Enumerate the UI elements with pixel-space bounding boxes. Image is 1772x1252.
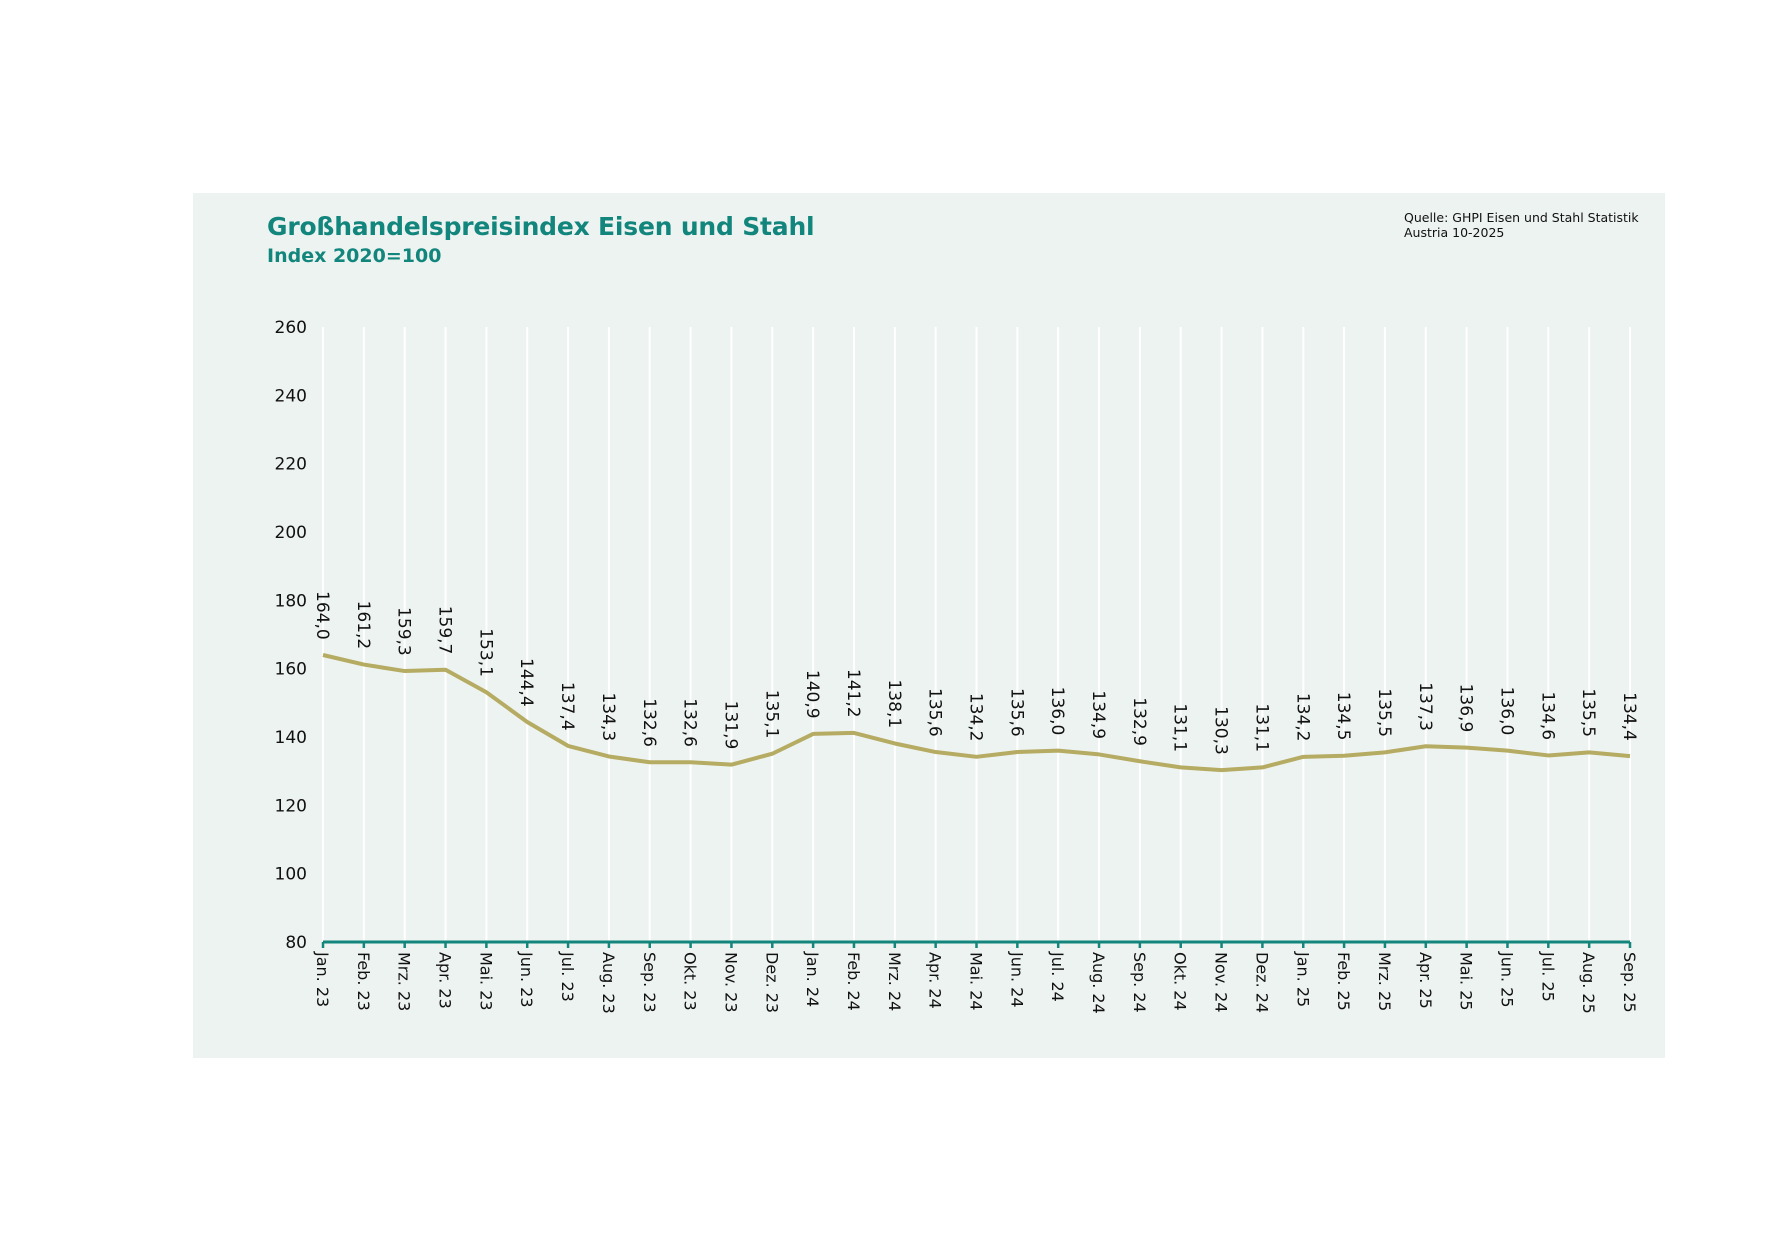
data-label: 134,5 [1333, 692, 1353, 741]
gridlines [322, 327, 1631, 942]
source-note: Quelle: GHPI Eisen und Stahl Statistik A… [1404, 210, 1639, 240]
chart-panel [193, 193, 1665, 1058]
data-label: 140,9 [802, 670, 822, 719]
data-label: 137,3 [1415, 682, 1435, 731]
x-tick-label: Jun. 25 [1497, 951, 1516, 1008]
data-label: 131,1 [1251, 703, 1271, 752]
y-tick-label: 200 [275, 523, 307, 543]
data-label: 135,5 [1578, 688, 1598, 737]
data-label: 138,1 [884, 679, 904, 728]
data-label: 134,2 [1292, 693, 1312, 742]
data-label: 141,2 [843, 669, 863, 718]
data-label: 132,6 [680, 698, 700, 747]
data-label: 134,3 [598, 692, 618, 741]
x-tick-label: Aug. 23 [599, 952, 618, 1014]
x-tick-label: Sep. 25 [1620, 952, 1639, 1013]
data-label: 132,9 [1129, 697, 1149, 746]
x-tick-label: Jul. 23 [558, 951, 577, 1002]
y-tick-label: 160 [275, 660, 307, 680]
x-tick-label: Nov. 24 [1212, 952, 1231, 1013]
y-tick-label: 180 [275, 591, 307, 611]
source-line-2: Austria 10-2025 [1404, 225, 1505, 240]
data-label: 134,2 [966, 693, 986, 742]
data-label: 132,6 [639, 698, 659, 747]
x-tick-label: Okt. 23 [681, 952, 700, 1011]
y-tick-label: 100 [275, 865, 307, 885]
y-axis: 80 100 120 140 160 180 200 220 240 260 [275, 318, 307, 953]
y-tick-label: 140 [275, 728, 307, 748]
x-tick-label: Feb. 24 [844, 952, 863, 1011]
x-tick-label: Mai. 23 [476, 952, 495, 1011]
data-label: 130,3 [1211, 706, 1231, 755]
x-tick-label: Nov. 23 [721, 952, 740, 1013]
x-tick-label: Mrz. 24 [885, 952, 904, 1011]
x-tick-label: Aug. 25 [1579, 952, 1598, 1014]
x-tick-label: Aug. 24 [1089, 952, 1108, 1014]
x-tick-label: Sep. 23 [640, 952, 659, 1013]
data-label: 136,0 [1496, 687, 1516, 736]
data-label: 135,6 [925, 688, 945, 737]
data-label: 135,5 [1374, 688, 1394, 737]
x-tick-label: Sep. 24 [1130, 952, 1149, 1013]
data-labels: 164,0 161,2 159,3 159,7 153,1 144,4 137,4 134,3… [312, 591, 1639, 755]
x-tick-label: Jan. 23 [313, 951, 332, 1007]
x-tick-label: Dez. 23 [762, 952, 781, 1013]
x-tick-label: Dez. 24 [1252, 952, 1271, 1013]
x-tick-label: Mrz. 23 [395, 952, 414, 1011]
data-label: 161,2 [353, 601, 373, 650]
x-tick-label: Apr. 25 [1416, 952, 1435, 1009]
x-tick-label: Apr. 24 [926, 952, 945, 1009]
data-label: 134,9 [1088, 690, 1108, 739]
x-tick-label: Feb. 25 [1334, 952, 1353, 1011]
data-label: 136,0 [1047, 687, 1067, 736]
x-tick-label: Jan. 25 [1293, 951, 1312, 1007]
data-label: 131,1 [1170, 703, 1190, 752]
data-label: 131,9 [720, 701, 740, 750]
data-label: 159,3 [394, 607, 414, 656]
x-tick-label: Mrz. 25 [1375, 952, 1394, 1011]
series-line [322, 653, 1631, 773]
y-tick-label: 240 [275, 386, 307, 406]
data-label: 153,1 [475, 628, 495, 677]
chart-title: Großhandelspreisindex Eisen und Stahl [267, 212, 815, 241]
x-tick-label: Mai. 24 [967, 952, 986, 1011]
data-label: 144,4 [516, 658, 536, 707]
chart-subtitle: Index 2020=100 [267, 245, 442, 267]
x-tick-label: Mai. 25 [1457, 952, 1476, 1011]
data-label: 135,6 [1006, 688, 1026, 737]
x-tick-label: Jun. 24 [1007, 951, 1026, 1008]
data-label: 136,9 [1456, 684, 1476, 733]
x-tick-label: Okt. 24 [1171, 952, 1190, 1011]
data-label: 164,0 [312, 591, 332, 640]
data-label: 135,1 [761, 690, 781, 739]
y-tick-label: 220 [275, 455, 307, 475]
y-tick-label: 120 [275, 796, 307, 816]
x-tick-label: Jul. 24 [1048, 951, 1067, 1002]
y-tick-label: 80 [285, 933, 307, 953]
data-label: 134,4 [1619, 692, 1639, 741]
x-tick-label: Jun. 23 [517, 951, 536, 1008]
x-tick-label: Jul. 25 [1538, 951, 1557, 1002]
data-label: 159,7 [435, 606, 455, 655]
y-tick-label: 260 [275, 318, 307, 338]
x-tick-label: Jan. 24 [803, 951, 822, 1007]
source-line-1: Quelle: GHPI Eisen und Stahl Statistik [1404, 210, 1639, 225]
x-tick-label: Apr. 23 [436, 952, 455, 1009]
series [322, 653, 1631, 773]
data-label: 134,6 [1537, 691, 1557, 740]
data-label: 137,4 [557, 682, 577, 731]
x-tick-label: Feb. 23 [354, 952, 373, 1011]
x-axis: Jan. 23 Feb. 23 Mrz. 23 Apr. 23 Mai. 23 Jun. … [313, 940, 1639, 1014]
